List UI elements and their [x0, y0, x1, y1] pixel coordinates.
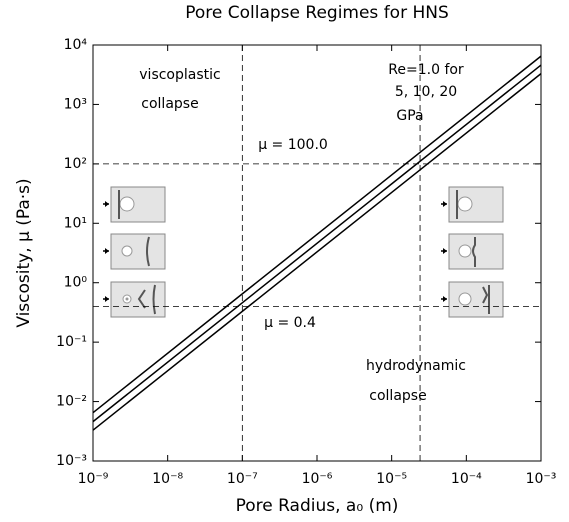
x-tick-label: 10⁻⁹ — [78, 471, 109, 487]
icon-shock — [472, 237, 476, 267]
x-tick-label: 10⁻³ — [526, 471, 557, 487]
y-tick-label: 10⁻¹ — [56, 334, 87, 350]
annotation: μ = 0.4 — [264, 315, 316, 331]
icon-shock — [482, 285, 490, 314]
y-axis-label: Viscosity, μ (Pa·s) — [14, 178, 34, 327]
series-line — [92, 64, 542, 423]
y-tick-label: 10¹ — [64, 215, 87, 231]
x-tick-label: 10⁻⁶ — [302, 471, 333, 487]
annotation: Re=1.0 for — [388, 62, 464, 78]
icon-box — [448, 281, 504, 318]
icon-core — [125, 297, 129, 301]
y-tick-label: 10⁻³ — [56, 453, 87, 469]
icon-shock — [137, 284, 156, 315]
series-line — [92, 73, 542, 431]
pore-icon — [441, 186, 504, 223]
icon-arrowhead — [443, 201, 447, 207]
y-tick-label: 10³ — [64, 96, 87, 112]
pore-icon — [441, 281, 504, 318]
icon-shock — [146, 236, 150, 267]
icon-pore — [121, 245, 133, 257]
y-tick-label: 10⁻² — [56, 394, 87, 410]
annotation: μ = 100.0 — [258, 137, 328, 153]
annotation: collapse — [141, 96, 198, 112]
x-axis-label: Pore Radius, a₀ (m) — [236, 496, 399, 516]
icon-pore — [458, 244, 472, 258]
y-tick-label: 10² — [64, 156, 87, 172]
y-tick-label: 10⁰ — [64, 275, 88, 291]
x-tick-label: 10⁻⁵ — [376, 471, 407, 487]
icon-pore — [458, 292, 472, 306]
annotation: viscoplastic — [139, 67, 220, 83]
annotation: GPa — [396, 108, 423, 124]
icon-arrowhead — [105, 201, 109, 207]
series-line — [92, 55, 542, 414]
pore-icon — [103, 186, 166, 223]
icon-arrowhead — [105, 248, 109, 254]
icon-arrowhead — [443, 248, 447, 254]
pore-icon — [441, 233, 504, 270]
x-tick-label: 10⁻⁸ — [152, 471, 183, 487]
y-tick-label: 10⁴ — [64, 37, 88, 53]
icon-box — [110, 281, 166, 318]
chart-title: Pore Collapse Regimes for HNS — [185, 3, 449, 23]
icon-pore — [119, 196, 135, 212]
x-tick-label: 10⁻⁷ — [227, 471, 258, 487]
icon-box — [110, 233, 166, 270]
annotation: 5, 10, 20 — [395, 84, 457, 100]
x-tick-label: 10⁻⁴ — [451, 471, 482, 487]
pore-icon — [103, 281, 166, 318]
annotation: hydrodynamic — [366, 358, 466, 374]
annotation: collapse — [369, 388, 426, 404]
icon-pore — [457, 196, 473, 212]
icon-arrowhead — [105, 296, 109, 302]
icon-arrowhead — [443, 296, 447, 302]
pore-icon — [103, 233, 166, 270]
